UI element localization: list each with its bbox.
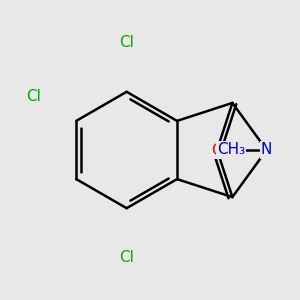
Text: Cl: Cl	[26, 89, 41, 104]
Text: O: O	[211, 142, 223, 158]
Text: Cl: Cl	[119, 250, 134, 265]
Text: N: N	[261, 142, 272, 158]
Text: Cl: Cl	[119, 35, 134, 50]
Text: CH₃: CH₃	[217, 142, 245, 158]
Text: O: O	[211, 142, 223, 158]
